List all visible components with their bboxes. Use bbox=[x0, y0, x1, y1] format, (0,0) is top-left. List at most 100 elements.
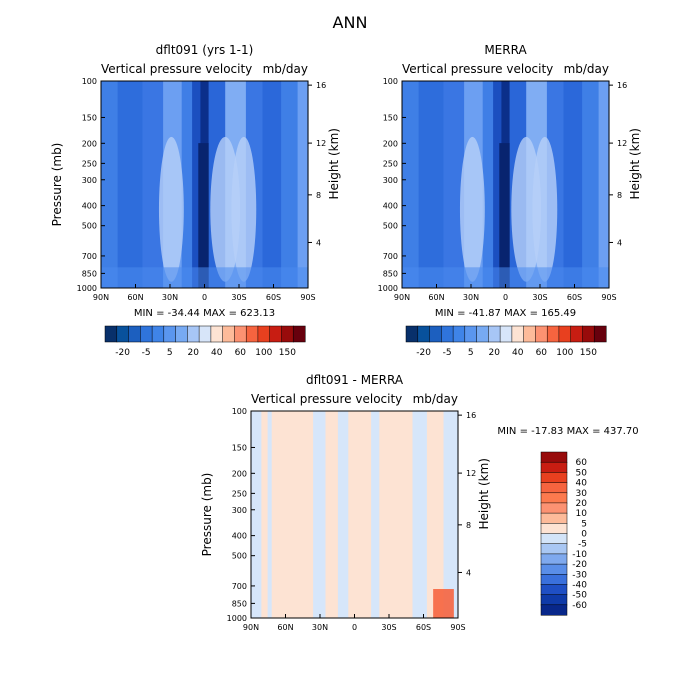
colorbar-label: -5 bbox=[578, 540, 587, 550]
colorbar-label: -20 bbox=[416, 348, 431, 358]
panel-units: mb/day bbox=[413, 392, 458, 406]
colorbar-swatch bbox=[570, 325, 584, 343]
colorbar-swatch bbox=[210, 325, 224, 343]
field-bottom bbox=[402, 267, 609, 288]
colorbar-label: -5 bbox=[142, 348, 151, 358]
colorbar-label: 40 bbox=[576, 479, 588, 489]
colorbar-swatch bbox=[511, 325, 525, 343]
y-tick-label: 200 bbox=[383, 139, 398, 148]
colorbar-label: -20 bbox=[115, 348, 130, 358]
field-band bbox=[181, 81, 193, 288]
panel-units: mb/day bbox=[564, 62, 609, 76]
colorbar-label: 60 bbox=[536, 348, 548, 358]
colorbar-label: 100 bbox=[556, 348, 573, 358]
colorbar-swatch bbox=[116, 325, 130, 343]
field-core bbox=[499, 143, 510, 288]
x-tick-label: 90S bbox=[601, 293, 616, 302]
colorbar-swatch bbox=[429, 325, 442, 343]
colorbar-label: -20 bbox=[572, 560, 587, 570]
field-band bbox=[101, 81, 119, 288]
colorbar-swatch bbox=[593, 325, 607, 343]
field-band bbox=[262, 81, 282, 288]
x-tick-label: 90N bbox=[394, 293, 410, 302]
y-tick-label: 1000 bbox=[77, 284, 97, 293]
colorbar-swatch bbox=[198, 325, 212, 343]
field-band bbox=[251, 411, 262, 618]
colorbar-swatch bbox=[175, 325, 188, 343]
y-tick-label: 200 bbox=[232, 469, 247, 478]
min-max-label: MIN = -41.87 MAX = 165.49 bbox=[435, 308, 576, 319]
field-band bbox=[482, 81, 494, 288]
colorbar-label: -50 bbox=[572, 591, 587, 601]
x-tick-label: 0 bbox=[503, 293, 508, 302]
colorbar-swatch bbox=[405, 325, 419, 343]
height-tick-label: 4 bbox=[466, 568, 471, 577]
colorbar-swatch bbox=[540, 523, 568, 535]
panel-subtitle: Vertical pressure velocity bbox=[101, 62, 252, 76]
field-plume bbox=[459, 136, 485, 282]
colorbar-swatch bbox=[540, 461, 568, 473]
y-tick-label: 300 bbox=[232, 506, 247, 515]
x-tick-label: 90S bbox=[300, 293, 315, 302]
x-tick-label: 30N bbox=[162, 293, 178, 302]
colorbar-swatch bbox=[540, 563, 568, 575]
y-tick-label: 100 bbox=[82, 77, 97, 86]
x-tick-label: 60N bbox=[127, 293, 143, 302]
y-tick-label: 400 bbox=[383, 202, 398, 211]
field-band bbox=[325, 411, 339, 618]
colorbar-swatch bbox=[245, 325, 259, 343]
colorbar-swatch bbox=[476, 325, 489, 343]
colorbar-swatch bbox=[292, 325, 306, 343]
field-band bbox=[443, 411, 459, 618]
colorbar-swatch bbox=[417, 325, 431, 343]
colorbar-swatch bbox=[281, 325, 294, 343]
height-axis-label: Height (km) bbox=[477, 458, 491, 529]
height-tick-label: 16 bbox=[617, 81, 627, 90]
colorbar-label: 5 bbox=[468, 348, 474, 358]
field-band bbox=[563, 81, 583, 288]
colorbar-swatch bbox=[540, 553, 568, 565]
y-tick-label: 250 bbox=[383, 159, 398, 168]
field-band bbox=[582, 81, 600, 288]
colorbar-swatch bbox=[269, 325, 283, 343]
height-tick-label: 12 bbox=[617, 139, 627, 148]
field-hotspot bbox=[433, 589, 454, 618]
field-band bbox=[426, 411, 445, 618]
field-core bbox=[198, 143, 209, 288]
field-band bbox=[358, 411, 372, 618]
x-tick-label: 60S bbox=[567, 293, 582, 302]
field-plume bbox=[532, 136, 558, 282]
panel-subtitle: Vertical pressure velocity bbox=[402, 62, 553, 76]
colorbar-swatch bbox=[187, 325, 200, 343]
height-tick-label: 4 bbox=[316, 238, 321, 247]
colorbar-swatch bbox=[582, 325, 595, 343]
height-tick-label: 16 bbox=[466, 411, 476, 420]
colorbar-label: -10 bbox=[572, 550, 587, 560]
height-axis-label: Height (km) bbox=[327, 128, 341, 199]
y-tick-label: 500 bbox=[383, 222, 398, 231]
y-tick-label: 300 bbox=[383, 176, 398, 185]
field-band bbox=[267, 411, 273, 618]
field-band bbox=[117, 81, 143, 288]
field-plume bbox=[158, 136, 184, 282]
y-tick-label: 100 bbox=[383, 77, 398, 86]
field-band bbox=[348, 411, 360, 618]
field-band bbox=[598, 81, 610, 288]
colorbar-swatch bbox=[151, 325, 165, 343]
panel-subtitle: Vertical pressure velocity bbox=[251, 392, 402, 406]
field-bottom bbox=[101, 267, 308, 288]
y-tick-label: 700 bbox=[383, 252, 398, 261]
colorbar-label: 100 bbox=[255, 348, 272, 358]
min-max-label: MIN = -17.83 MAX = 437.70 bbox=[497, 426, 638, 437]
colorbar-swatch bbox=[540, 594, 568, 606]
y-tick-label: 150 bbox=[232, 443, 247, 452]
colorbar-label: 20 bbox=[188, 348, 200, 358]
x-tick-label: 30N bbox=[463, 293, 479, 302]
page-title: ANN bbox=[333, 13, 368, 32]
field-band bbox=[271, 411, 314, 618]
field-plume bbox=[231, 136, 257, 282]
y-tick-label: 300 bbox=[82, 176, 97, 185]
colorbar-swatch bbox=[540, 451, 568, 463]
y-tick-label: 400 bbox=[82, 202, 97, 211]
field-band bbox=[142, 81, 164, 288]
